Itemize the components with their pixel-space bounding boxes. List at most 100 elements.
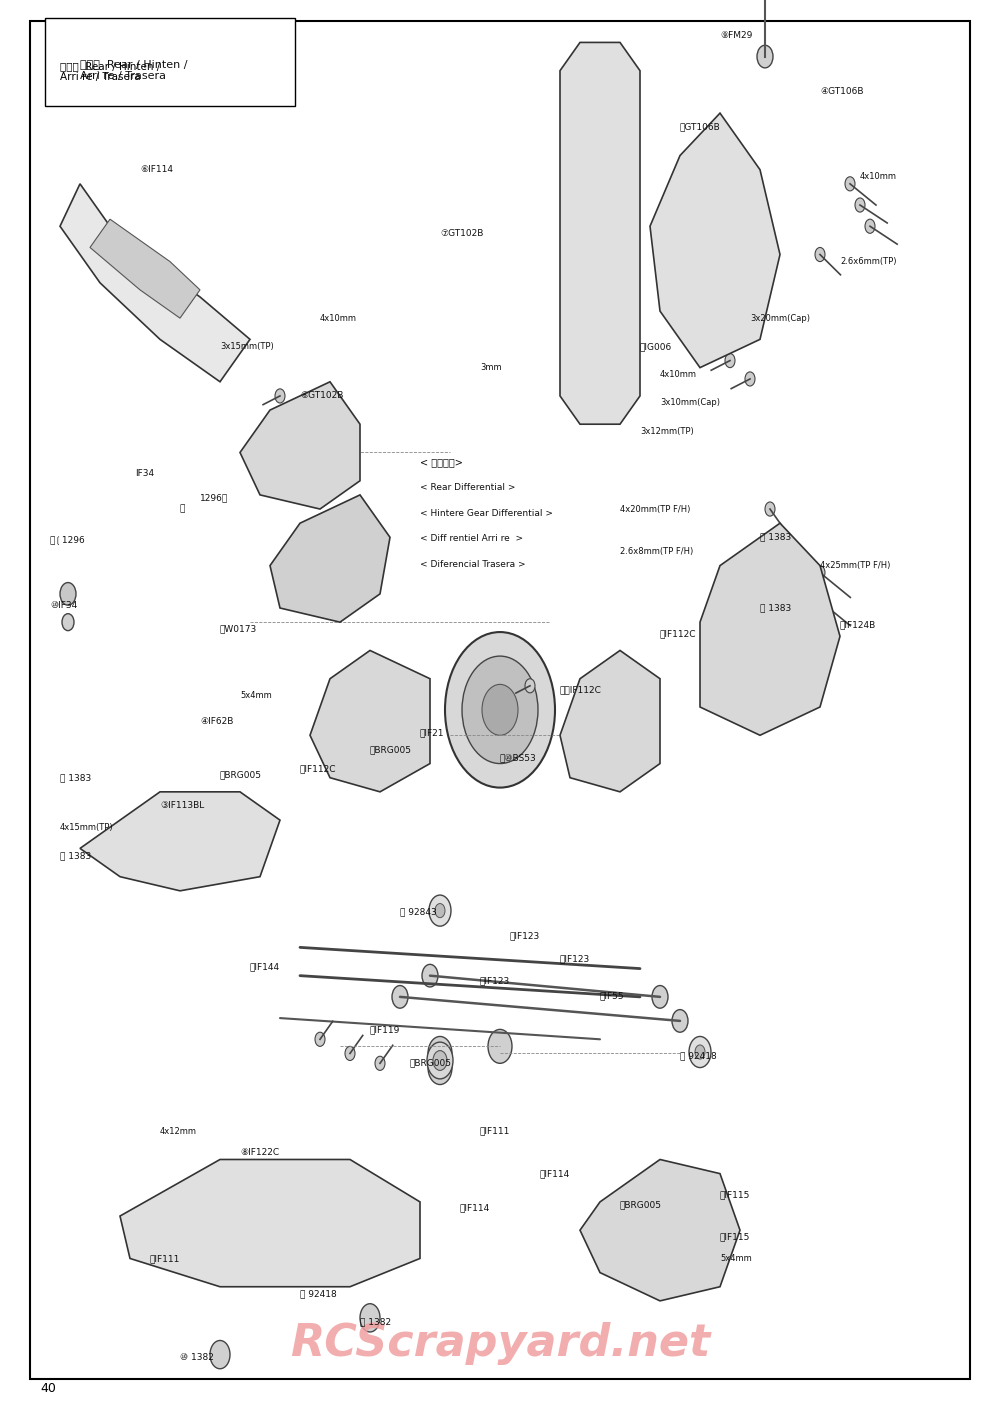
Circle shape (428, 1051, 452, 1085)
Text: ⑵BRG005: ⑵BRG005 (620, 1200, 662, 1209)
Text: 4x25mm(TP F/H): 4x25mm(TP F/H) (820, 561, 890, 570)
Text: ⑳IF111: ⑳IF111 (480, 1127, 510, 1135)
Text: 4x12mm: 4x12mm (160, 1127, 197, 1135)
Text: ⑸IF111: ⑸IF111 (150, 1254, 180, 1263)
Circle shape (360, 1304, 380, 1332)
Text: 4x10mm: 4x10mm (660, 370, 697, 379)
Text: ⑲GT106B: ⑲GT106B (680, 123, 721, 132)
Text: ⑦GT102B: ⑦GT102B (440, 229, 483, 238)
Text: ⑱IG006: ⑱IG006 (640, 342, 672, 351)
Circle shape (745, 372, 755, 386)
Text: ⑱IF123: ⑱IF123 (510, 932, 540, 940)
Text: ⑴ 1383: ⑴ 1383 (60, 851, 91, 860)
Text: 5x4mm: 5x4mm (720, 1254, 752, 1263)
Text: 4x10mm: 4x10mm (860, 173, 897, 181)
Text: ⑲IF123: ⑲IF123 (560, 954, 590, 963)
Circle shape (815, 247, 825, 262)
Polygon shape (240, 382, 360, 509)
Circle shape (62, 614, 74, 631)
Text: 4x10mm: 4x10mm (320, 314, 357, 322)
Text: 1296⑱: 1296⑱ (200, 493, 228, 502)
Text: IF34: IF34 (135, 469, 154, 478)
Text: ⑱ 1382: ⑱ 1382 (360, 1318, 391, 1326)
Text: ⑨FM29: ⑨FM29 (720, 31, 752, 40)
Text: ⑵BRG005: ⑵BRG005 (410, 1059, 452, 1068)
Text: ⑱IF112C: ⑱IF112C (660, 629, 696, 638)
Text: RCScrapyard.net: RCScrapyard.net (290, 1322, 710, 1365)
Text: 4x20mm(TP F/H): 4x20mm(TP F/H) (620, 505, 690, 513)
Circle shape (745, 311, 755, 325)
Text: ⑴IF115: ⑴IF115 (720, 1191, 750, 1199)
Circle shape (275, 389, 285, 403)
Text: ⑶ 92418: ⑶ 92418 (680, 1052, 717, 1060)
Text: 4x15mm(TP): 4x15mm(TP) (60, 823, 114, 831)
Circle shape (627, 1176, 653, 1213)
Text: ⑶IF114: ⑶IF114 (460, 1203, 490, 1212)
Circle shape (689, 1036, 711, 1068)
Polygon shape (650, 113, 780, 368)
Circle shape (695, 276, 705, 290)
Text: ⑱❲1296: ⑱❲1296 (50, 536, 86, 544)
Circle shape (757, 45, 773, 68)
Circle shape (345, 1046, 355, 1060)
Text: 3x10mm(Cap): 3x10mm(Cap) (660, 399, 720, 407)
Circle shape (445, 632, 555, 788)
Polygon shape (580, 1159, 740, 1301)
Text: ⑸IF55: ⑸IF55 (600, 991, 625, 1000)
Text: ⑶ 92418: ⑶ 92418 (300, 1290, 337, 1298)
Circle shape (815, 566, 825, 580)
Circle shape (525, 679, 535, 693)
Circle shape (375, 1056, 385, 1070)
Text: リヤ／  Rear / Hinten /
Arri re / Trasera: リヤ／ Rear / Hinten / Arri re / Trasera (80, 59, 188, 81)
Circle shape (695, 1045, 705, 1059)
Circle shape (429, 895, 451, 926)
Text: ⑱IF123: ⑱IF123 (480, 977, 510, 986)
Text: ⑴IF114: ⑴IF114 (540, 1169, 570, 1178)
Text: ⑧IF122C: ⑧IF122C (240, 1148, 279, 1157)
Text: ⑳IF115: ⑳IF115 (720, 1233, 750, 1241)
Polygon shape (270, 495, 390, 622)
Text: ⑴ 1383: ⑴ 1383 (60, 773, 91, 782)
Circle shape (433, 1051, 447, 1070)
Text: ⑱⑷IF112C: ⑱⑷IF112C (560, 686, 602, 694)
Polygon shape (560, 650, 660, 792)
Text: ⑴ 1383: ⑴ 1383 (760, 533, 791, 542)
Text: ⑩ 1382: ⑩ 1382 (180, 1353, 214, 1362)
Circle shape (315, 1032, 325, 1046)
Circle shape (60, 583, 76, 605)
Text: ⑥IF114: ⑥IF114 (140, 165, 173, 174)
Text: リヤ／  Rear / Hinten /
Arri re / Trasera: リヤ／ Rear / Hinten / Arri re / Trasera (60, 61, 160, 82)
Text: < Rear Differential >: < Rear Differential > (420, 484, 516, 492)
FancyBboxPatch shape (45, 18, 295, 106)
Text: ⑱IF112C: ⑱IF112C (300, 765, 336, 773)
Circle shape (392, 986, 408, 1008)
Circle shape (210, 1340, 230, 1369)
Text: 2.6x8mm(TP F/H): 2.6x8mm(TP F/H) (620, 547, 693, 556)
Text: 2.6x6mm(TP): 2.6x6mm(TP) (840, 257, 896, 266)
Circle shape (815, 594, 825, 608)
Circle shape (428, 1036, 452, 1070)
Text: ⑶W0173: ⑶W0173 (220, 625, 257, 633)
Text: ⑰IF119: ⑰IF119 (370, 1025, 400, 1034)
Circle shape (765, 544, 775, 559)
Text: 40: 40 (40, 1381, 56, 1396)
Text: 3x12mm(TP): 3x12mm(TP) (640, 427, 694, 436)
Text: ⑴ 1383: ⑴ 1383 (760, 604, 791, 612)
Text: < Hintere Gear Differential >: < Hintere Gear Differential > (420, 509, 553, 518)
Text: ③IF113BL: ③IF113BL (160, 802, 204, 810)
Circle shape (705, 325, 715, 339)
Circle shape (422, 964, 438, 987)
Text: ④IF62B: ④IF62B (200, 717, 233, 725)
Polygon shape (60, 184, 250, 382)
Text: ⑵ 92843: ⑵ 92843 (400, 908, 437, 916)
Circle shape (652, 986, 668, 1008)
Text: 3x20mm(Cap): 3x20mm(Cap) (750, 314, 810, 322)
Circle shape (845, 177, 855, 191)
Text: ⑷IF144: ⑷IF144 (250, 963, 280, 971)
Circle shape (765, 502, 775, 516)
Polygon shape (80, 792, 280, 891)
Text: ⑱⑩BS53: ⑱⑩BS53 (500, 754, 537, 762)
Circle shape (725, 354, 735, 368)
Text: 3x15mm(TP): 3x15mm(TP) (220, 342, 274, 351)
Text: < Diferencial Trasera >: < Diferencial Trasera > (420, 560, 526, 568)
